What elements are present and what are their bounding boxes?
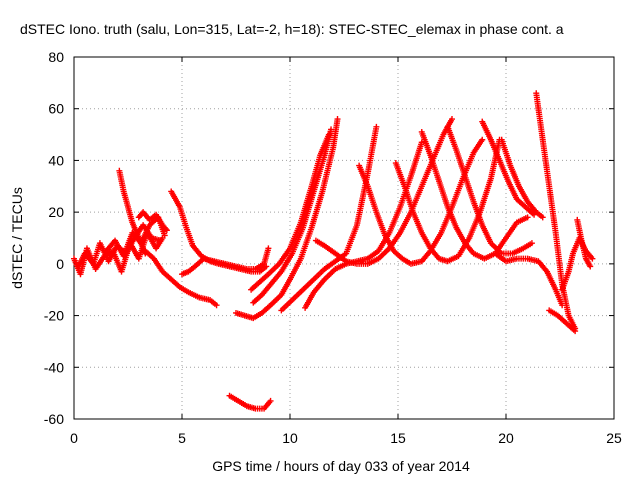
data-series — [574, 216, 594, 270]
y-tick-label: 40 — [48, 152, 64, 168]
x-tick-label: 15 — [390, 430, 406, 446]
x-tick-label: 25 — [606, 430, 622, 446]
y-tick-label: -60 — [44, 411, 64, 427]
data-point — [265, 245, 272, 252]
data-point — [334, 116, 341, 123]
data-series — [444, 123, 535, 257]
data-series — [479, 118, 538, 218]
data-point — [589, 255, 596, 262]
data-point — [267, 397, 274, 404]
y-axis-label: dSTEC / TECUs — [9, 187, 25, 289]
x-tick-label: 5 — [178, 430, 186, 446]
chart-title: dSTEC Iono. truth (salu, Lon=315, Lat=-2… — [20, 21, 564, 37]
data-point — [162, 225, 169, 232]
data-points — [71, 90, 596, 412]
data-point — [161, 232, 168, 239]
data-point — [325, 131, 332, 138]
tick-labels: 0 5 10 15 20 25 -60 -40 -20 0 20 40 60 80 — [44, 49, 622, 446]
data-point — [373, 123, 380, 130]
data-series — [533, 90, 579, 332]
data-series — [248, 131, 332, 293]
data-point — [572, 328, 579, 335]
data-point — [328, 126, 335, 133]
y-tick-label: -40 — [44, 359, 64, 375]
y-tick-label: 60 — [48, 101, 64, 117]
data-series — [418, 128, 531, 262]
data-point — [524, 214, 531, 221]
data-series — [233, 116, 341, 322]
y-tick-label: 80 — [48, 49, 64, 65]
x-tick-label: 10 — [282, 430, 298, 446]
data-series — [135, 209, 170, 234]
y-tick-label: -20 — [44, 308, 64, 324]
x-tick-label: 20 — [498, 430, 514, 446]
plot-frame — [73, 56, 615, 420]
data-point — [587, 263, 594, 270]
data-series — [179, 245, 272, 278]
x-tick-label: 0 — [70, 430, 78, 446]
x-axis-label: GPS time / hours of day 033 of year 2014 — [212, 458, 470, 474]
data-point — [163, 227, 170, 234]
data-series — [356, 136, 486, 267]
data-point — [528, 240, 535, 247]
data-series — [142, 247, 220, 309]
data-point — [539, 214, 546, 221]
data-point — [213, 302, 220, 309]
data-point — [157, 237, 164, 244]
data-point — [559, 302, 566, 309]
y-tick-label: 20 — [48, 204, 64, 220]
data-series — [226, 392, 274, 412]
data-point — [449, 116, 455, 123]
y-tick-label: 0 — [56, 256, 64, 272]
data-point — [479, 136, 486, 143]
data-series — [492, 250, 566, 309]
data-series — [116, 167, 149, 257]
data-series — [546, 307, 579, 335]
data-series — [498, 136, 546, 221]
